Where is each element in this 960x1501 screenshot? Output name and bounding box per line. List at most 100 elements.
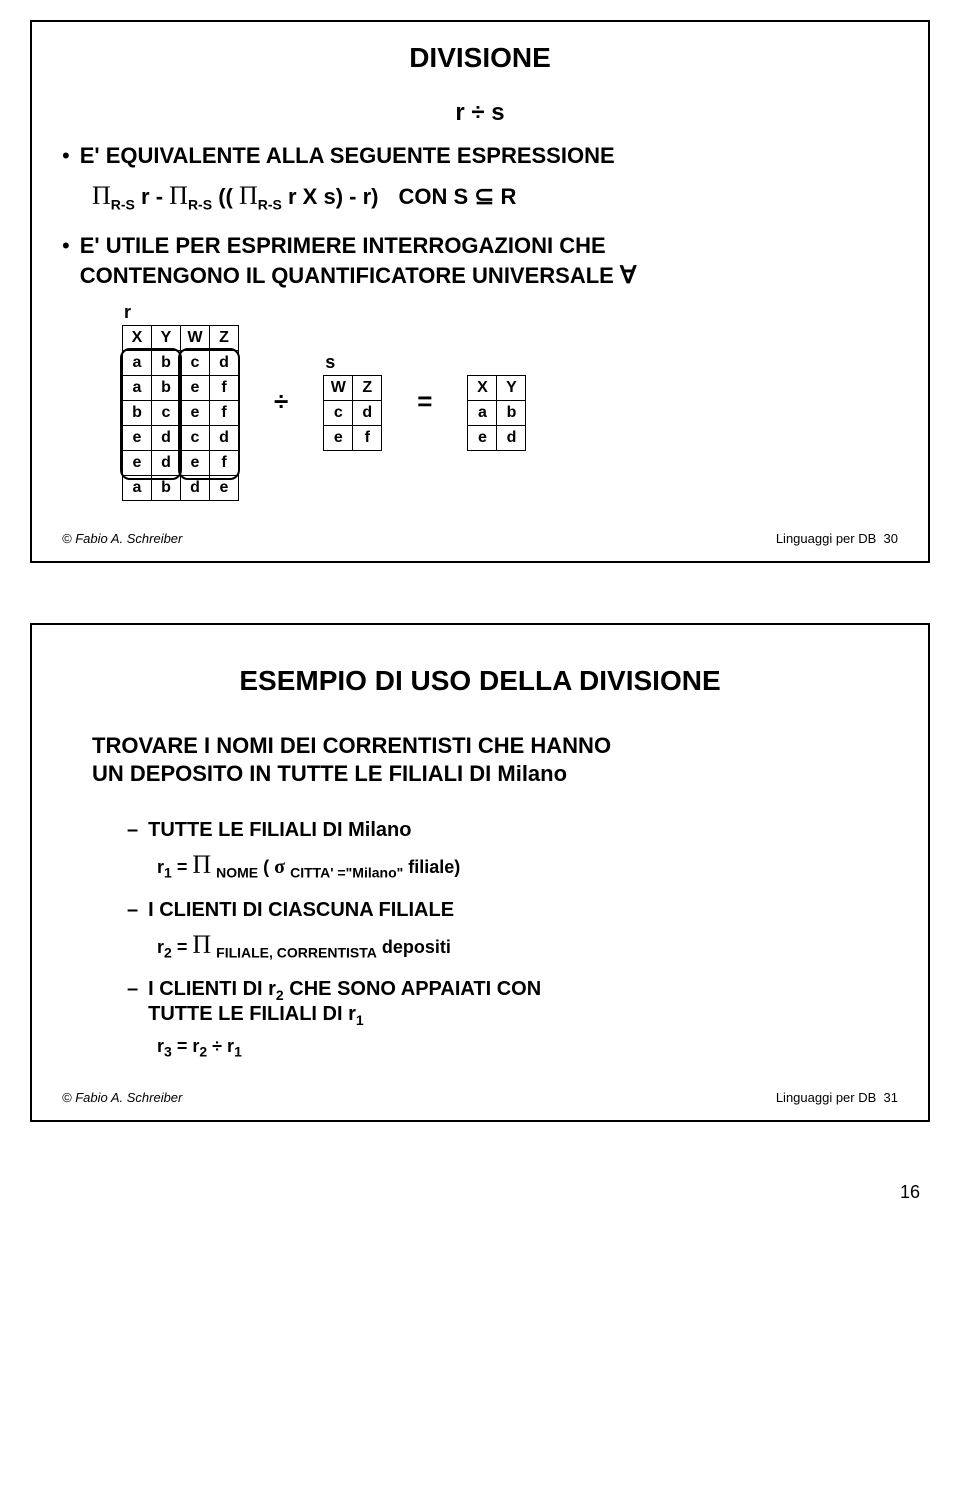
footer-page: Linguaggi per DB 30 <box>776 531 898 546</box>
td: f <box>210 400 239 425</box>
pi-symbol: Π <box>239 181 258 210</box>
dash: – <box>127 978 138 1001</box>
slide2-line2: UN DEPOSITO IN TUTTE LE FILIALI DI Milan… <box>92 760 898 789</box>
td: d <box>497 425 526 450</box>
slide1-bullet2-row: • E' UTILE PER ESPRIMERE INTERROGAZIONI … <box>62 232 898 292</box>
slide1-tables: r X Y W Z abcd abef bcef edcd edef abde <box>122 302 898 501</box>
sub-rs: R-S <box>111 196 135 212</box>
td: e <box>181 375 210 400</box>
dash2-row: – I CLIENTI DI CIASCUNA FILIALE <box>127 899 898 922</box>
pi-symbol: Π <box>169 181 188 210</box>
footer-label: Linguaggi per DB <box>776 531 876 546</box>
dash3c: TUTTE LE FILIALI DI r <box>148 1003 356 1025</box>
td: b <box>152 375 181 400</box>
dash: – <box>127 899 138 922</box>
slide1-title: DIVISIONE <box>62 42 898 74</box>
td: a <box>123 375 152 400</box>
sub-rs: R-S <box>258 196 282 212</box>
bullet-dot: • <box>62 232 70 261</box>
table-result-wrap: X Y ab ed <box>467 352 526 451</box>
td: d <box>210 425 239 450</box>
td: f <box>353 425 382 450</box>
slide1-formula: ΠR-S r - ΠR-S (( ΠR-S r X s) - r) CON S … <box>92 181 898 212</box>
td: c <box>152 400 181 425</box>
sub2: 2 <box>199 1044 207 1060</box>
equals-op: = <box>417 386 432 417</box>
sub3: 3 <box>164 1044 172 1060</box>
sigma-symbol: σ <box>274 856 285 878</box>
dash1-text: TUTTE LE FILIALI DI Milano <box>148 819 411 842</box>
td: d <box>152 425 181 450</box>
sub3: r3 = r2 ÷ r1 <box>157 1036 898 1060</box>
pi-symbol: Π <box>192 850 211 879</box>
td: b <box>152 350 181 375</box>
sub2: 2 <box>276 987 284 1003</box>
slide-1: DIVISIONE r ÷ s • E' EQUIVALENTE ALLA SE… <box>30 20 930 563</box>
bullet2-line2: CONTENGONO IL QUANTIFICATORE UNIVERSALE <box>80 263 620 288</box>
filiale: filiale) <box>408 857 460 877</box>
td: e <box>123 425 152 450</box>
td: c <box>324 400 353 425</box>
dash: – <box>127 819 138 842</box>
formula-part: r - <box>141 184 169 209</box>
sub-cond: CITTA' ="Milano" <box>290 865 403 881</box>
td: d <box>181 475 210 500</box>
depositi: depositi <box>382 937 451 957</box>
td: f <box>210 375 239 400</box>
slide2-line1: TROVARE I NOMI DEI CORRENTISTI CHE HANNO <box>92 732 898 761</box>
td: f <box>210 450 239 475</box>
sub-rs: R-S <box>188 196 212 212</box>
td: b <box>497 400 526 425</box>
th: Z <box>353 375 382 400</box>
th: Z <box>210 325 239 350</box>
formula-r: R <box>501 184 517 209</box>
dash2-text: I CLIENTI DI CIASCUNA FILIALE <box>148 899 454 922</box>
sub1: r1 = Π NOME ( σ CITTA' ="Milano" filiale… <box>157 850 898 881</box>
slide1-top-expr: r ÷ s <box>62 99 898 127</box>
forall-symbol: ∀ <box>620 263 636 289</box>
sub1: 1 <box>356 1012 364 1028</box>
page-number: 16 <box>0 1182 920 1203</box>
td: d <box>210 350 239 375</box>
formula-part: (( <box>218 184 233 209</box>
table-result-label <box>469 352 474 373</box>
slide2-footer: © Fabio A. Schreiber Linguaggi per DB 31 <box>62 1090 898 1105</box>
formula-con: CON S <box>398 184 474 209</box>
dash3b: CHE SONO APPAIATI CON <box>289 978 541 1000</box>
td: e <box>324 425 353 450</box>
table-s-wrap: s W Z cd ef <box>323 352 382 451</box>
table-result: X Y ab ed <box>467 375 526 451</box>
td: e <box>123 450 152 475</box>
footer-copyright: © Fabio A. Schreiber <box>62 531 182 546</box>
th: Y <box>152 325 181 350</box>
footer-label: Linguaggi per DB <box>776 1090 876 1105</box>
r: r <box>157 857 164 877</box>
td: e <box>210 475 239 500</box>
sub-nome: NOME <box>216 865 258 881</box>
td: d <box>353 400 382 425</box>
open: ( <box>263 857 269 877</box>
td: e <box>181 450 210 475</box>
th: X <box>123 325 152 350</box>
td: c <box>181 425 210 450</box>
table-r-wrap: r X Y W Z abcd abef bcef edcd edef abde <box>122 302 239 501</box>
sub2: 2 <box>164 944 172 960</box>
table-r: X Y W Z abcd abef bcef edcd edef abde <box>122 325 239 501</box>
footer-num: 30 <box>884 531 898 546</box>
td: b <box>123 400 152 425</box>
th: X <box>468 375 497 400</box>
r: r <box>157 1036 164 1056</box>
pi-symbol: Π <box>92 181 111 210</box>
dash3a: I CLIENTI DI r <box>148 978 276 1000</box>
slide1-bullet2: E' UTILE PER ESPRIMERE INTERROGAZIONI CH… <box>80 232 637 292</box>
td: c <box>181 350 210 375</box>
eq: = <box>177 857 193 877</box>
th: W <box>324 375 353 400</box>
slide1-bullet1-row: • E' EQUIVALENTE ALLA SEGUENTE ESPRESSIO… <box>62 142 898 171</box>
slide1-footer: © Fabio A. Schreiber Linguaggi per DB 30 <box>62 531 898 546</box>
table-r-label: r <box>124 302 131 323</box>
r: r <box>157 937 164 957</box>
sub-filcorr: FILIALE, CORRENTISTA <box>216 944 377 960</box>
divide-op: ÷ <box>274 386 288 417</box>
td: e <box>468 425 497 450</box>
